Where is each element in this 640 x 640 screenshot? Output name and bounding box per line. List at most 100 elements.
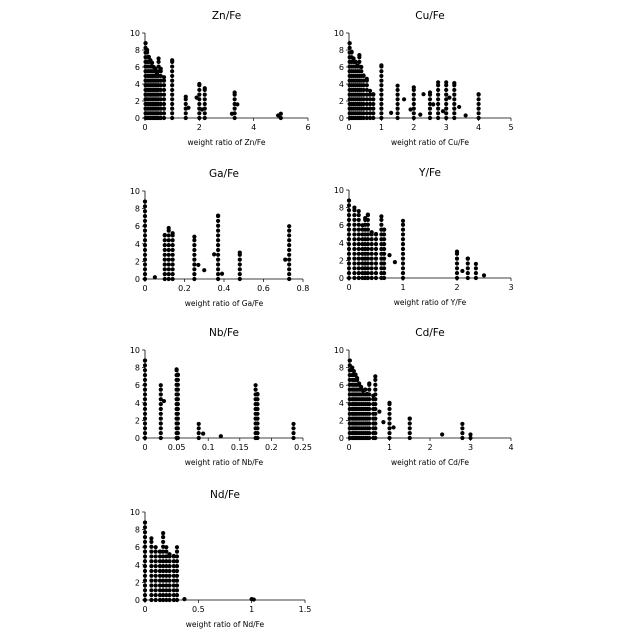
data-point (255, 407, 259, 411)
data-point (408, 421, 412, 425)
data-point (276, 113, 280, 117)
data-point (201, 432, 205, 436)
data-point (159, 417, 163, 421)
y-tick-label: 6 (339, 381, 344, 390)
data-point (255, 402, 259, 406)
data-point (396, 116, 400, 120)
x-axis-label: weight ratio of Ga/Fe (185, 299, 264, 308)
data-point (401, 247, 405, 251)
x-tick-label: 3 (444, 123, 449, 132)
data-point (348, 41, 352, 45)
data-point (436, 97, 440, 101)
data-point (170, 88, 174, 92)
data-point (143, 598, 147, 602)
y-tick-label: 10 (130, 187, 140, 196)
data-point (347, 218, 351, 222)
data-point (287, 267, 291, 271)
data-point (167, 233, 171, 237)
data-point (401, 242, 405, 246)
data-point (379, 79, 383, 83)
data-point (143, 436, 147, 440)
y-tick-label: 6 (135, 543, 140, 552)
x-tick-label: 4 (476, 123, 481, 132)
data-point (154, 554, 158, 558)
data-point (149, 579, 153, 583)
data-point (149, 559, 153, 563)
data-point (349, 50, 353, 54)
data-point (366, 223, 370, 227)
x-tick-label: 0 (142, 284, 147, 293)
data-point (143, 525, 147, 529)
data-point (379, 63, 383, 67)
data-point (477, 97, 481, 101)
data-point (367, 397, 371, 401)
data-point (170, 79, 174, 83)
data-point (192, 248, 196, 252)
y-tick-label: 0 (135, 114, 140, 123)
data-point (184, 95, 188, 99)
data-point (382, 252, 386, 256)
data-point (192, 262, 196, 266)
data-point (162, 88, 166, 92)
data-point (192, 277, 196, 281)
data-point (216, 243, 220, 247)
chart-panel-3: Ga/Fe024681000.20.40.60.8weight ratio of… (130, 168, 310, 308)
y-tick-label: 6 (135, 222, 140, 231)
data-point (352, 276, 356, 280)
x-tick-label: 0 (346, 123, 351, 132)
y-tick-label: 8 (135, 205, 140, 214)
data-point (159, 412, 163, 416)
data-point (466, 271, 470, 275)
data-point (455, 261, 459, 265)
data-point (162, 399, 166, 403)
data-point (143, 272, 147, 276)
y-tick-label: 0 (135, 434, 140, 443)
data-point (373, 407, 377, 411)
data-point (482, 273, 486, 277)
data-point (366, 213, 370, 217)
y-tick-label: 6 (135, 381, 140, 390)
data-point (455, 276, 459, 280)
data-point (143, 431, 147, 435)
data-point (143, 229, 147, 233)
y-tick-label: 0 (339, 434, 344, 443)
data-point (370, 266, 374, 270)
data-point (143, 574, 147, 578)
data-point (143, 368, 147, 372)
y-tick-label: 6 (339, 221, 344, 230)
data-point (363, 388, 367, 392)
y-tick-label: 6 (135, 63, 140, 72)
data-point (143, 224, 147, 228)
data-point (371, 116, 375, 120)
data-point (233, 90, 237, 94)
data-point (159, 431, 163, 435)
data-point (370, 271, 374, 275)
x-tick-label: 0 (142, 443, 147, 452)
data-point (167, 262, 171, 266)
y-tick-label: 2 (339, 416, 344, 425)
chart-panel-1: Zn/Fe02468100246weight ratio of Zn/Fe (130, 10, 311, 147)
data-point (357, 266, 361, 270)
data-point (159, 402, 163, 406)
data-points (348, 41, 481, 120)
data-point (436, 80, 440, 84)
data-point (418, 113, 422, 117)
chart-panel-6: Cd/Fe024681001234weight ratio of Cd/Fe (334, 327, 514, 467)
data-point (379, 223, 383, 227)
data-point (387, 436, 391, 440)
x-tick-label: 0.4 (218, 284, 231, 293)
y-tick-label: 4 (135, 561, 140, 570)
data-point (154, 593, 158, 597)
data-point (412, 116, 416, 120)
data-point (203, 97, 207, 101)
data-point (154, 550, 158, 554)
data-point (176, 388, 180, 392)
data-point (359, 385, 363, 389)
data-point (387, 431, 391, 435)
data-point (373, 426, 377, 430)
data-point (474, 276, 478, 280)
data-point (352, 266, 356, 270)
data-point (192, 253, 196, 257)
data-point (352, 257, 356, 261)
data-point (238, 258, 242, 262)
